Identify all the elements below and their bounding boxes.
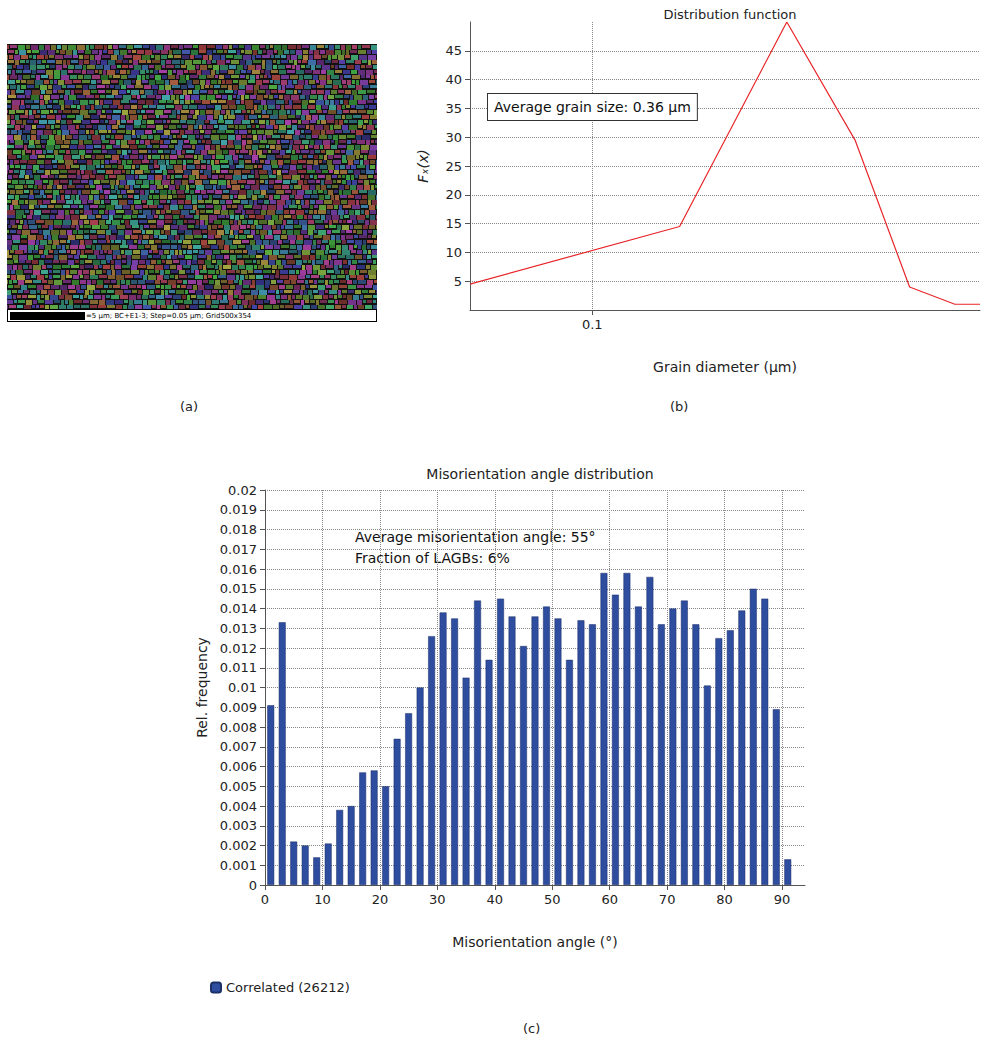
svg-text:0.014: 0.014 — [220, 601, 257, 616]
svg-text:(a): (a) — [180, 399, 198, 414]
svg-text:20: 20 — [372, 892, 389, 907]
svg-text:0.012: 0.012 — [220, 641, 257, 656]
svg-text:20: 20 — [445, 187, 462, 202]
svg-text:70: 70 — [659, 892, 676, 907]
svg-text:0.004: 0.004 — [220, 799, 257, 814]
svg-text:(b): (b) — [670, 399, 688, 414]
svg-text:15: 15 — [445, 216, 462, 231]
svg-text:40: 40 — [445, 72, 462, 87]
svg-text:0.013: 0.013 — [220, 621, 257, 636]
svg-text:50: 50 — [544, 892, 561, 907]
svg-text:0.006: 0.006 — [220, 759, 257, 774]
svg-text:45: 45 — [445, 43, 462, 58]
svg-text:30: 30 — [445, 130, 462, 145]
svg-text:10: 10 — [445, 245, 462, 260]
svg-text:0.018: 0.018 — [220, 522, 257, 537]
svg-text:Rel. frequency: Rel. frequency — [194, 637, 210, 738]
svg-text:30: 30 — [429, 892, 446, 907]
svg-text:0.02: 0.02 — [228, 483, 257, 498]
svg-text:0: 0 — [261, 892, 269, 907]
svg-text:(c): (c) — [523, 1021, 540, 1036]
svg-text:10: 10 — [314, 892, 331, 907]
svg-text:60: 60 — [601, 892, 618, 907]
svg-text:35: 35 — [445, 101, 462, 116]
svg-text:0.001: 0.001 — [220, 858, 257, 873]
svg-text:Fₓ(x): Fₓ(x) — [415, 149, 431, 182]
svg-text:Misorientation angle (°): Misorientation angle (°) — [452, 934, 618, 950]
svg-text:Distribution function: Distribution function — [663, 7, 796, 22]
svg-text:0.015: 0.015 — [220, 581, 257, 596]
svg-text:Grain diameter (μm): Grain diameter (μm) — [653, 359, 797, 375]
svg-text:0.008: 0.008 — [220, 720, 257, 735]
svg-text:80: 80 — [716, 892, 733, 907]
svg-text:0.011: 0.011 — [220, 660, 257, 675]
svg-text:Average misorientation angle:: Average misorientation angle: 55° — [355, 529, 596, 545]
svg-text:Correlated (26212): Correlated (26212) — [226, 980, 350, 995]
svg-text:0.019: 0.019 — [220, 502, 257, 517]
svg-text:0.01: 0.01 — [228, 680, 257, 695]
svg-text:25: 25 — [445, 159, 462, 174]
svg-text:0.1: 0.1 — [582, 317, 603, 332]
svg-text:0.005: 0.005 — [220, 779, 257, 794]
svg-text:0.009: 0.009 — [220, 700, 257, 715]
svg-text:Average grain size: 0.36 μm: Average grain size: 0.36 μm — [494, 99, 691, 115]
svg-text:0.016: 0.016 — [220, 562, 257, 577]
svg-text:0.017: 0.017 — [220, 542, 257, 557]
svg-text:5: 5 — [454, 274, 462, 289]
svg-text:0.007: 0.007 — [220, 739, 257, 754]
svg-text:Misorientation angle distribut: Misorientation angle distribution — [426, 466, 653, 482]
html-text:=5 µm; BC+E1-3; Step=0.05 µm;: =5 µm; BC+E1-3; Step=0.05 µm; Grid500x35… — [86, 311, 252, 320]
svg-text:0.003: 0.003 — [220, 818, 257, 833]
svg-text:0: 0 — [249, 878, 257, 893]
svg-text:0.002: 0.002 — [220, 838, 257, 853]
svg-text:40: 40 — [487, 892, 504, 907]
svg-text:90: 90 — [774, 892, 791, 907]
svg-text:Fraction of LAGBs: 6%: Fraction of LAGBs: 6% — [355, 550, 510, 566]
